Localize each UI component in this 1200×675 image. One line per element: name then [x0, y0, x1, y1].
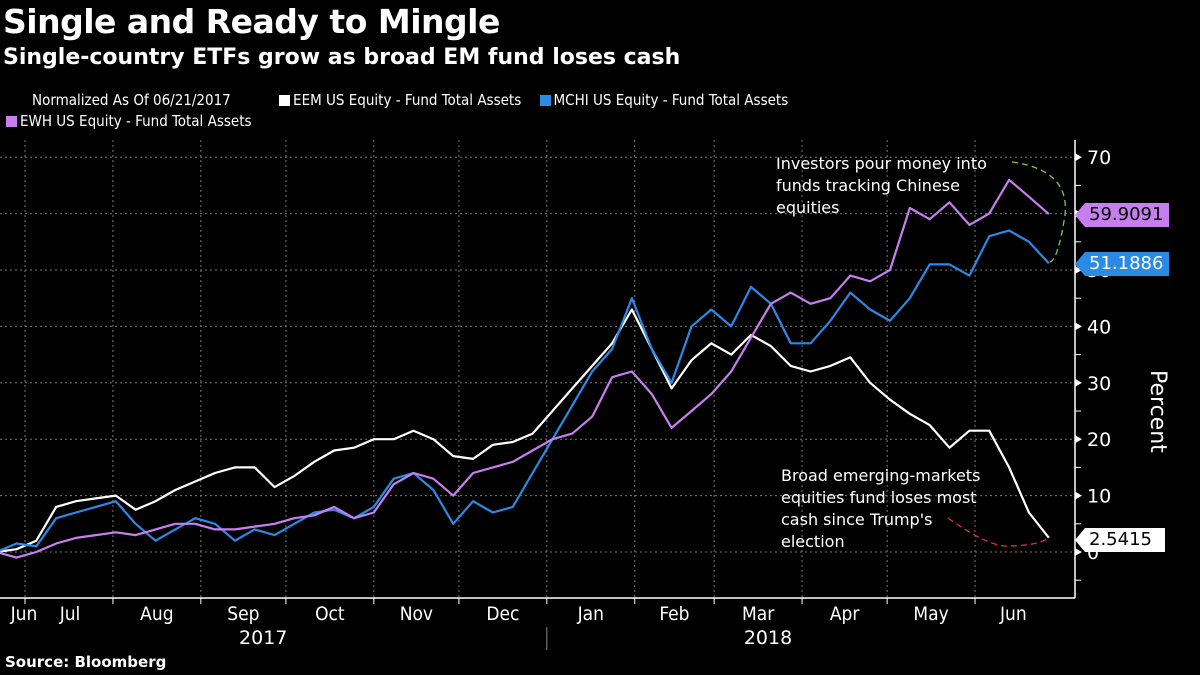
annotation-line: Investors pour money into	[776, 154, 987, 173]
highlight-arc-green	[1011, 161, 1067, 263]
x-tick-label: Jun	[10, 603, 38, 625]
legend-swatch-mchi	[539, 95, 551, 106]
legend-normalized-note: Normalized As Of 06/21/2017	[32, 91, 231, 109]
x-tick-label: Jun	[999, 603, 1027, 625]
legend-swatch-eem	[279, 95, 291, 106]
series-line-eem	[0, 308, 1050, 553]
chart-title: Single and Ready to Mingle	[3, 2, 500, 41]
y-tick-marker	[1075, 322, 1082, 331]
x-tick-label: Dec	[486, 603, 519, 625]
x-tick-label: Feb	[659, 603, 689, 625]
annotation-line: equities fund loses most	[781, 488, 977, 507]
last-value-tag: 2.5415	[1075, 528, 1165, 552]
x-tick-label: Jul	[59, 603, 81, 625]
last-value-tag: 59.9091	[1074, 203, 1170, 227]
chart-subtitle: Single-country ETFs grow as broad EM fun…	[3, 45, 681, 70]
annotation-line: election	[781, 532, 845, 551]
annotation-investors: Investors pour money into funds tracking…	[776, 153, 987, 219]
y-tick-label: 30	[1087, 373, 1111, 395]
legend-label-ewh: EWH US Equity - Fund Total Assets	[20, 112, 252, 130]
series-line-ewh	[0, 178, 1050, 559]
legend-item-mchi: MCHI US Equity - Fund Total Assets	[539, 90, 789, 111]
legend: Normalized As Of 06/21/2017 EEM US Equit…	[6, 90, 1010, 132]
x-tick-label: Jan	[577, 603, 604, 625]
x-tick-label: Aug	[140, 603, 173, 625]
x-tick-label: Sep	[227, 603, 259, 625]
y-tick-marker	[1075, 491, 1082, 500]
annotation-line: cash since Trump's	[781, 510, 933, 529]
y-tick-label: 10	[1087, 486, 1111, 508]
annotation-line: Broad emerging-markets	[781, 466, 981, 485]
y-axis-label: Percent	[1145, 370, 1170, 453]
x-year-label: 2017	[239, 627, 287, 649]
y-tick-label: 40	[1087, 316, 1111, 338]
x-year-label: 2018	[744, 627, 792, 649]
series-line-mchi	[0, 229, 1050, 552]
legend-label-mchi: MCHI US Equity - Fund Total Assets	[553, 91, 789, 109]
y-tick-marker	[1075, 153, 1082, 162]
source-note: Source: Bloomberg	[5, 653, 167, 671]
legend-label-eem: EEM US Equity - Fund Total Assets	[293, 91, 522, 109]
y-tick-marker	[1075, 435, 1082, 444]
legend-swatch-ewh	[6, 116, 17, 127]
y-tick-label: 70	[1087, 147, 1111, 169]
x-tick-label: Mar	[742, 603, 775, 625]
legend-item-eem: EEM US Equity - Fund Total Assets	[279, 90, 521, 111]
x-tick-label: Nov	[400, 603, 433, 625]
y-tick-marker	[1075, 378, 1082, 387]
annotation-line: funds tracking Chinese	[776, 176, 960, 195]
x-tick-label: May	[913, 603, 948, 625]
x-tick-label: Oct	[315, 603, 345, 625]
highlight-arc-red	[947, 517, 1049, 547]
last-value-tag: 51.1886	[1074, 252, 1170, 276]
x-tick-label: Apr	[830, 603, 861, 625]
legend-item-ewh: EWH US Equity - Fund Total Assets	[6, 111, 252, 132]
annotation-broad-em: Broad emerging-markets equities fund los…	[781, 465, 980, 553]
annotation-line: equities	[776, 198, 840, 217]
y-tick-label: 20	[1087, 429, 1111, 451]
